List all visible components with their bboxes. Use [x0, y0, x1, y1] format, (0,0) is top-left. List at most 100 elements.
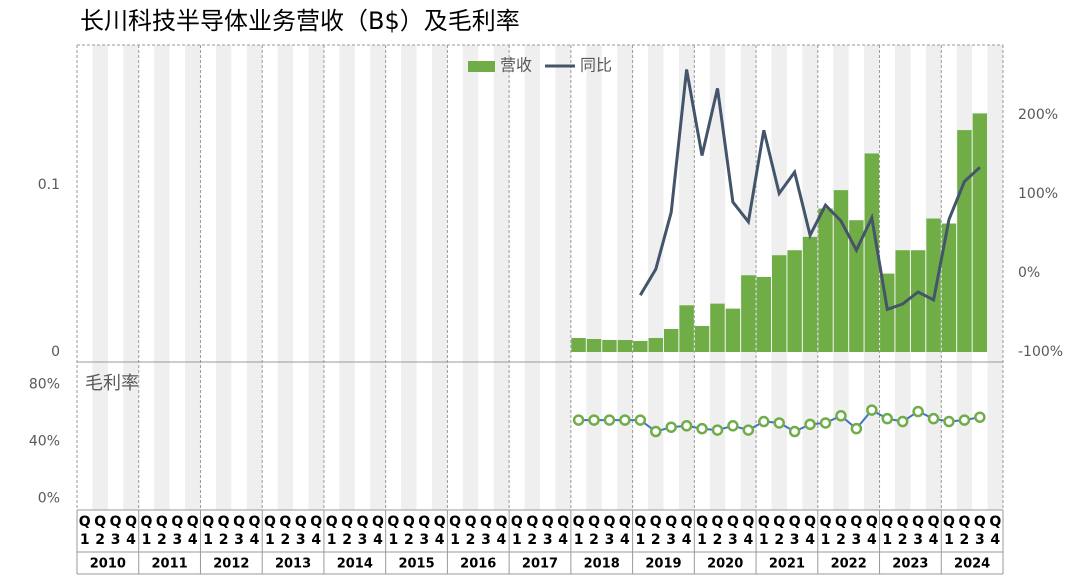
x-tick-label: Q4: [804, 514, 817, 548]
x-tick-cell: Q4: [125, 514, 137, 548]
x-tick-cell: Q3: [110, 514, 122, 548]
x-tick-label: Q2: [155, 514, 168, 548]
marker: [634, 414, 647, 426]
x-tick-label: Q3: [973, 514, 986, 548]
x-tick-label: Q3: [356, 514, 369, 548]
legend-label: 同比: [580, 56, 612, 75]
bar: [648, 337, 663, 352]
x-tick-cell: Q2: [464, 514, 477, 548]
x-tick-cell: Q3: [789, 514, 801, 548]
marker: [927, 412, 940, 425]
x-tick-cell: Q1: [326, 514, 338, 548]
x-tick-label: Q2: [896, 514, 909, 548]
x-tick-cell: Q1: [387, 514, 399, 548]
bar: [602, 339, 617, 352]
marker: [819, 417, 832, 429]
x-tick-label: Q2: [834, 514, 847, 548]
y2-tick-label: 100%: [1018, 186, 1058, 202]
x-tick-label: Q4: [248, 514, 261, 548]
bar: [941, 223, 957, 352]
bar: [663, 328, 679, 352]
marker: [866, 404, 878, 416]
x-tick-cell: Q4: [989, 514, 1001, 548]
x-tick-label: Q2: [958, 514, 971, 548]
x-tick-label: Q1: [757, 514, 770, 548]
y-tick-label: 40%: [29, 433, 60, 449]
x-tick-label: Q3: [912, 514, 925, 548]
year-label: 2011: [152, 557, 188, 572]
x-tick-label: Q1: [78, 514, 91, 548]
x-tick-cell: Q1: [943, 514, 955, 548]
x-tick-cell: Q3: [973, 514, 986, 548]
x-tick-label: Q4: [186, 514, 199, 548]
marker: [788, 425, 801, 438]
x-tick-label: Q2: [588, 514, 600, 548]
column-stripe: [431, 45, 448, 510]
x-tick-label: Q1: [819, 514, 832, 548]
column-stripe: [215, 45, 232, 510]
x-tick-cell: Q3: [480, 514, 492, 548]
x-tick-cell: Q4: [865, 514, 878, 548]
x-tick-label: Q4: [557, 514, 570, 548]
x-tick-label: Q2: [279, 514, 292, 548]
x-tick-cell: Q3: [912, 514, 925, 548]
marker: [773, 417, 785, 429]
column-stripe: [493, 45, 510, 510]
x-tick-label: Q4: [371, 514, 384, 548]
x-tick-label: Q3: [665, 514, 678, 548]
column-stripe: [123, 45, 139, 510]
bar: [910, 250, 926, 352]
bar: [694, 325, 710, 352]
x-tick-cell: Q3: [665, 514, 678, 548]
marker: [912, 405, 924, 418]
x-tick-cell: Q4: [680, 514, 693, 548]
column-stripe: [586, 45, 602, 510]
x-tick-label: Q1: [881, 514, 894, 548]
bar: [957, 130, 972, 352]
bar: [710, 303, 725, 352]
marker: [603, 414, 616, 426]
x-tick-cell: Q1: [573, 514, 585, 548]
marker: [896, 415, 909, 428]
year-label: 2023: [892, 557, 928, 572]
marker: [680, 420, 693, 432]
column-stripe: [648, 45, 664, 510]
bar: [725, 308, 741, 352]
marker: [835, 410, 847, 422]
bar: [679, 305, 694, 352]
x-tick-cell: Q3: [418, 514, 430, 548]
x-tick-label: Q4: [865, 514, 878, 548]
x-tick-cell: Q1: [511, 514, 523, 548]
x-tick-label: Q2: [94, 514, 107, 548]
x-tick-label: Q4: [927, 514, 940, 548]
bar: [571, 337, 586, 352]
x-tick-label: Q4: [433, 514, 446, 548]
column-stripe: [678, 45, 695, 510]
x-tick-cell: Q4: [557, 514, 570, 548]
year-label: 2016: [460, 557, 496, 572]
marker: [804, 418, 816, 431]
marker: [943, 415, 955, 428]
x-tick-label: Q3: [541, 514, 554, 548]
legend-swatch: [468, 61, 495, 72]
column-stripe: [462, 45, 479, 510]
bar: [926, 218, 941, 352]
legend-label: 营收: [500, 56, 532, 75]
x-tick-label: Q4: [680, 514, 693, 548]
y2-tick-label: 0%: [1018, 265, 1040, 281]
column-stripe: [185, 45, 201, 510]
year-label: 2010: [90, 557, 126, 572]
x-tick-cell: Q2: [218, 514, 230, 548]
x-tick-label: Q2: [464, 514, 477, 548]
x-tick-cell: Q1: [140, 514, 152, 548]
marker: [850, 422, 863, 435]
x-tick-cell: Q2: [958, 514, 971, 548]
marker: [572, 414, 585, 426]
column-stripe: [308, 45, 324, 510]
x-tick-cell: Q4: [433, 514, 446, 548]
x-tick-cell: Q1: [881, 514, 894, 548]
bar: [756, 276, 771, 352]
x-tick-cell: Q4: [619, 514, 631, 548]
x-tick-label: Q4: [310, 514, 323, 548]
